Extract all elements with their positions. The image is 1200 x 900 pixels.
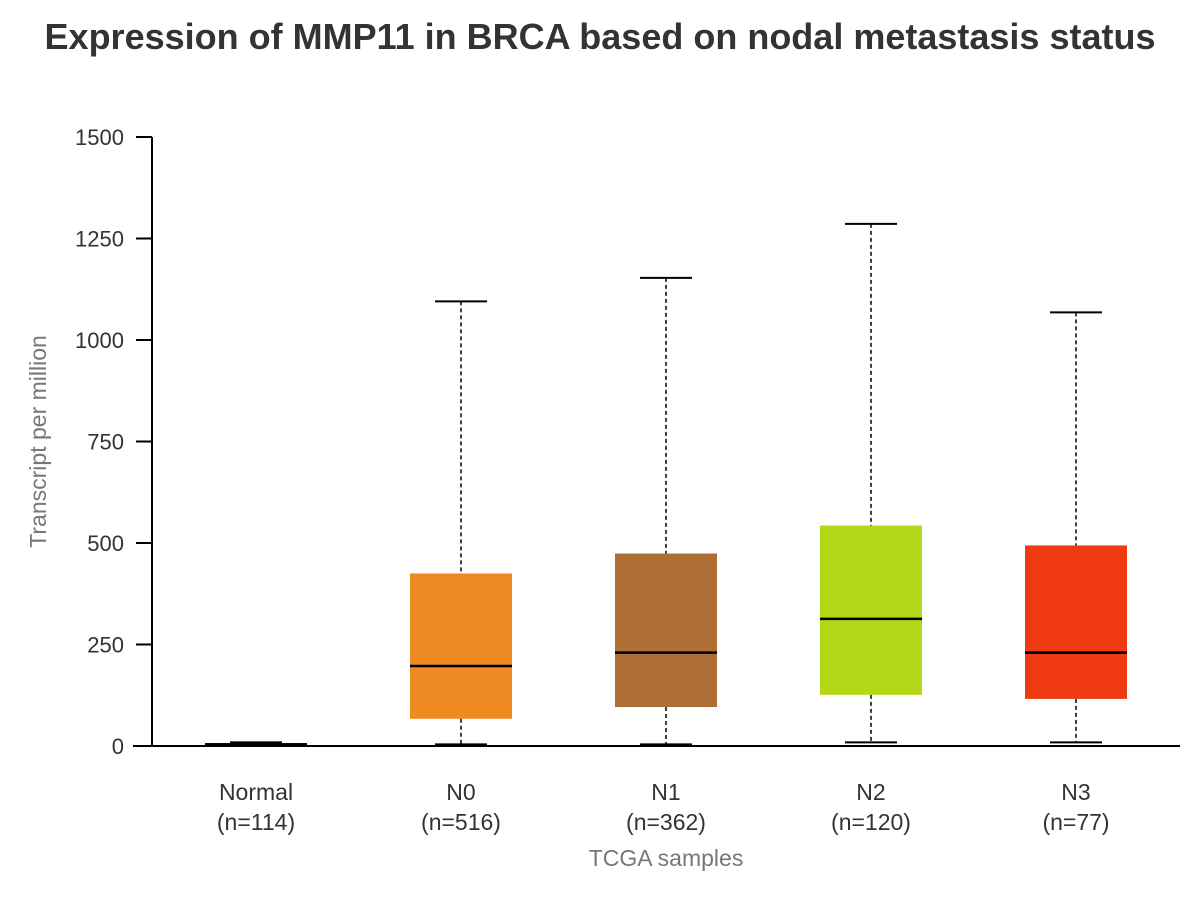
- chart-title: Expression of MMP11 in BRCA based on nod…: [44, 16, 1156, 57]
- box-group-n1: [615, 276, 717, 746]
- box-group-n0: [410, 300, 512, 746]
- y-axis-title: Transcript per million: [25, 335, 51, 548]
- y-axis: 0 250 500 750 1000 1250 1500 Transcript per mil…: [25, 125, 153, 759]
- x-category-label: N1: [651, 779, 680, 805]
- labels-layer: Normal (n=114) N0 (n=516) N1 (n=362) N2 (n=120)…: [217, 779, 1110, 871]
- x-category-label: Normal: [219, 779, 293, 805]
- y-tick-label: 1500: [75, 125, 124, 150]
- box-n2: [820, 525, 922, 695]
- box-n3: [1025, 545, 1127, 699]
- box-n1: [615, 553, 717, 708]
- x-category-label: N0: [446, 779, 475, 805]
- boxes-layer: [205, 222, 1127, 747]
- box-group-normal: [205, 741, 307, 747]
- x-category-count: (n=114): [217, 809, 295, 835]
- y-tick-label: 500: [87, 531, 124, 556]
- box-n0: [410, 573, 512, 719]
- box-group-n2: [820, 222, 922, 744]
- y-tick-label: 0: [112, 734, 124, 759]
- y-tick-label: 1000: [75, 328, 124, 353]
- y-tick-label: 1250: [75, 227, 124, 252]
- box-group-n3: [1025, 311, 1127, 744]
- y-tick-label: 250: [87, 633, 124, 658]
- x-axis-title: TCGA samples: [589, 845, 744, 871]
- x-category-label: N2: [856, 779, 885, 805]
- x-category-count: (n=120): [831, 809, 911, 835]
- x-category-count: (n=362): [626, 809, 706, 835]
- y-tick-label: 750: [87, 430, 124, 455]
- x-category-count: (n=516): [421, 809, 501, 835]
- x-category-label: N3: [1061, 779, 1090, 805]
- x-category-count: (n=77): [1042, 809, 1109, 835]
